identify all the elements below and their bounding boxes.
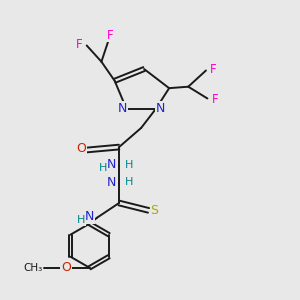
Text: O: O	[61, 261, 71, 274]
Text: O: O	[76, 142, 86, 155]
Text: N: N	[107, 158, 116, 171]
Text: F: F	[76, 38, 83, 50]
Text: N: N	[107, 176, 116, 189]
Text: N: N	[85, 210, 94, 223]
Text: H: H	[125, 177, 134, 188]
Text: N: N	[117, 102, 127, 115]
Text: N: N	[156, 102, 165, 115]
Text: CH₃: CH₃	[23, 263, 43, 273]
Text: H: H	[76, 215, 85, 225]
Text: F: F	[210, 62, 217, 76]
Text: S: S	[150, 204, 158, 217]
Text: H: H	[99, 163, 107, 173]
Text: F: F	[107, 29, 114, 42]
Text: F: F	[212, 93, 218, 106]
Text: H: H	[125, 160, 134, 170]
